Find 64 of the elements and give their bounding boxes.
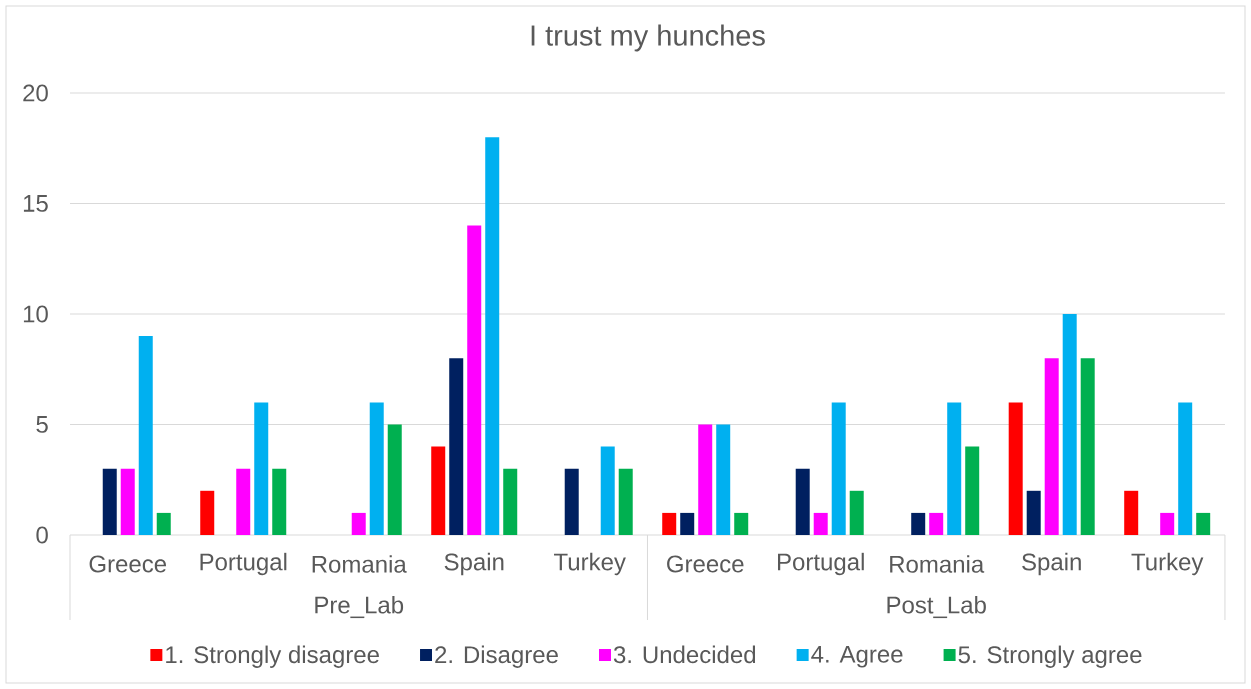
bar (449, 358, 464, 535)
legend-label: 1. Strongly disagree (166, 645, 379, 668)
bar (156, 512, 171, 535)
bar (1080, 358, 1095, 535)
bar (272, 468, 287, 535)
bar (911, 512, 926, 535)
bar (1044, 358, 1059, 535)
y-tick-label: 20 (23, 84, 48, 102)
bar (1196, 512, 1211, 535)
bar (200, 490, 215, 535)
bar (716, 424, 731, 535)
bar (1008, 402, 1023, 535)
chart-title: I trust my hunches (531, 24, 765, 52)
x-tick-label: Spain (1022, 552, 1081, 576)
y-tick-label: 15 (23, 195, 48, 212)
bar (485, 137, 500, 535)
y-tick-label: 0 (36, 526, 48, 544)
x-tick-label: Romania (312, 555, 407, 573)
bar (734, 512, 749, 535)
bar (351, 512, 366, 535)
bar (236, 468, 251, 535)
bar (795, 468, 810, 535)
bar (600, 446, 615, 535)
bar (369, 402, 384, 535)
bar (138, 336, 153, 535)
y-tick-label: 5 (36, 416, 48, 433)
bar (1160, 512, 1175, 535)
bar (1178, 402, 1193, 535)
bar (698, 424, 713, 535)
bar (102, 468, 117, 535)
bar (947, 402, 962, 535)
bar (813, 512, 828, 535)
text: Pre_Lab (315, 595, 404, 619)
legend-label: 5. Strongly agree (958, 645, 1142, 668)
x-tick-label: Spain (444, 552, 504, 576)
x-tick-label: Romania (890, 555, 985, 573)
bar (1124, 490, 1139, 535)
bar (965, 446, 980, 535)
y-tick-label: 10 (23, 305, 48, 323)
bar (467, 225, 482, 535)
bar (680, 512, 695, 535)
x-tick-label: Greece (667, 555, 744, 573)
x-tick-label: Turkey (1131, 552, 1204, 576)
bar (662, 512, 677, 535)
x-tick-label: Greece (89, 555, 167, 573)
bar (929, 512, 944, 535)
x-tick-label: Portugal (778, 552, 864, 576)
bar (1026, 490, 1041, 535)
bar (849, 490, 864, 535)
bar (564, 468, 579, 535)
legend-label: 4. Agree (811, 646, 903, 668)
x-tick-label: Turkey (554, 552, 626, 576)
bar (120, 468, 135, 535)
bar (1062, 314, 1077, 535)
bar (387, 424, 402, 535)
legend-label: 3. Undecided (613, 645, 756, 664)
text: Post_Lab (887, 595, 986, 619)
bar (254, 402, 269, 535)
legend-label: 2. Disagree (435, 645, 558, 668)
bar (618, 468, 633, 535)
bar (431, 446, 446, 535)
x-tick-label: Portugal (200, 552, 287, 576)
bar (831, 402, 846, 535)
bar (503, 468, 518, 535)
